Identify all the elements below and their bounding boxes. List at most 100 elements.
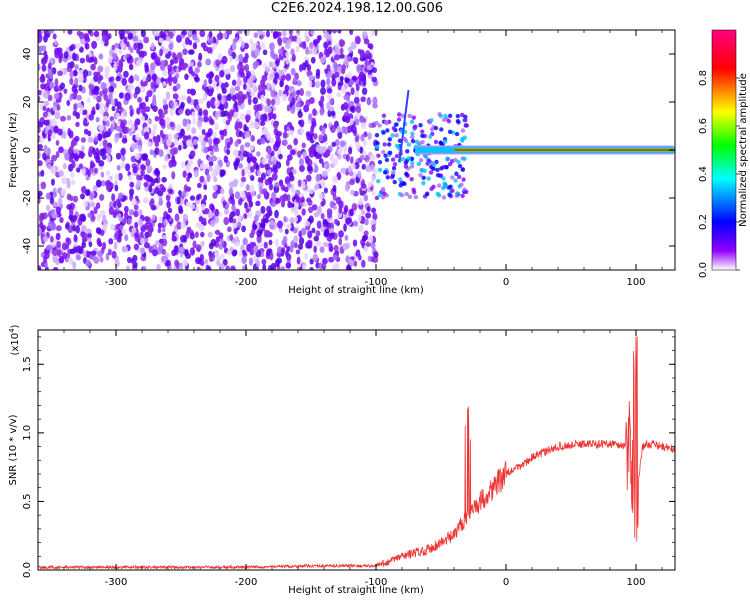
noise-cell bbox=[162, 98, 168, 106]
noise-cell bbox=[134, 232, 139, 239]
noise-cell bbox=[127, 32, 134, 40]
noise-cell bbox=[151, 73, 157, 82]
noise-cell bbox=[43, 91, 49, 99]
noise-cell bbox=[144, 222, 149, 230]
noise-cell bbox=[355, 106, 362, 113]
noise-cell bbox=[208, 138, 213, 146]
noise-cell bbox=[60, 115, 66, 122]
noise-cell bbox=[118, 172, 123, 181]
noise-cell bbox=[305, 46, 309, 55]
noise-cell bbox=[136, 107, 141, 115]
noise-cell bbox=[195, 206, 200, 214]
noise-cell bbox=[216, 33, 223, 41]
noise-cell bbox=[280, 199, 286, 208]
noise-cell bbox=[152, 123, 157, 132]
noise-cell bbox=[140, 164, 146, 170]
noise-cell bbox=[324, 228, 330, 235]
noise-cell bbox=[159, 48, 164, 57]
noise-cell bbox=[262, 264, 267, 270]
noise-cell bbox=[176, 221, 182, 230]
noise-cell bbox=[105, 252, 110, 261]
noise-cell bbox=[111, 250, 117, 259]
noise-cell bbox=[255, 111, 261, 120]
noise-cell bbox=[137, 144, 143, 152]
noise-cell bbox=[121, 228, 127, 235]
transition-cell bbox=[439, 127, 444, 132]
noise-cell bbox=[69, 45, 74, 52]
transition-cell bbox=[374, 133, 380, 138]
noise-cell bbox=[61, 242, 67, 251]
noise-cell bbox=[38, 143, 44, 150]
noise-cell bbox=[310, 30, 315, 36]
noise-cell bbox=[309, 96, 315, 104]
y-tick-label: 40 bbox=[22, 48, 33, 61]
transition-cell bbox=[434, 159, 439, 165]
noise-cell bbox=[293, 235, 299, 244]
noise-cell bbox=[228, 181, 235, 188]
noise-cell bbox=[168, 159, 174, 169]
noise-cell bbox=[269, 137, 275, 144]
noise-cell bbox=[349, 105, 355, 112]
noise-cell bbox=[305, 90, 312, 97]
noise-cell bbox=[80, 137, 86, 143]
noise-cell bbox=[165, 213, 171, 220]
noise-cell bbox=[171, 235, 177, 242]
noise-cell bbox=[214, 74, 220, 82]
noise-cell bbox=[272, 156, 277, 165]
transition-cell bbox=[460, 136, 465, 142]
noise-cell bbox=[161, 227, 166, 233]
transition-cell bbox=[387, 150, 393, 155]
colorbar-gradient bbox=[711, 29, 737, 271]
noise-cell bbox=[214, 99, 220, 108]
noise-cell bbox=[214, 163, 220, 173]
noise-cell bbox=[198, 52, 203, 61]
noise-cell bbox=[199, 253, 204, 262]
noise-cell bbox=[130, 258, 135, 264]
noise-cell bbox=[119, 33, 124, 41]
noise-cell bbox=[295, 30, 301, 37]
noise-cell bbox=[154, 167, 160, 175]
transition-cell bbox=[385, 128, 390, 133]
noise-cell bbox=[209, 118, 214, 124]
noise-cell bbox=[82, 251, 87, 257]
transition-cell bbox=[422, 168, 427, 174]
noise-cell bbox=[301, 180, 306, 190]
transition-cell bbox=[382, 191, 387, 197]
noise-cell bbox=[221, 87, 227, 94]
noise-cell bbox=[307, 199, 313, 206]
noise-cell bbox=[203, 184, 208, 191]
noise-cell bbox=[95, 202, 101, 209]
noise-cell bbox=[260, 218, 266, 225]
noise-cell bbox=[345, 115, 351, 124]
noise-cell bbox=[367, 181, 373, 188]
noise-cell bbox=[349, 30, 354, 36]
noise-cell bbox=[73, 234, 78, 243]
noise-cell bbox=[213, 176, 218, 183]
noise-cell bbox=[214, 122, 219, 131]
noise-cell bbox=[150, 62, 156, 71]
noise-cell bbox=[359, 154, 365, 161]
noise-cell bbox=[97, 133, 102, 141]
noise-cell bbox=[198, 98, 204, 105]
noise-cell bbox=[47, 62, 52, 70]
noise-cell bbox=[307, 230, 313, 239]
noise-cell bbox=[261, 188, 268, 196]
noise-cell bbox=[237, 63, 242, 71]
transition-cell bbox=[447, 113, 453, 119]
noise-cell bbox=[269, 219, 274, 226]
noise-cell bbox=[304, 220, 311, 227]
noise-cell bbox=[79, 57, 86, 64]
noise-cell bbox=[244, 64, 250, 72]
noise-cell bbox=[102, 34, 108, 43]
noise-cell bbox=[296, 89, 301, 96]
noise-cell bbox=[175, 261, 180, 269]
noise-cell bbox=[103, 131, 109, 138]
noise-cell bbox=[70, 171, 75, 178]
noise-cell bbox=[121, 245, 127, 253]
noise-cell bbox=[239, 152, 244, 162]
noise-cell bbox=[144, 215, 149, 222]
noise-cell bbox=[208, 77, 213, 85]
noise-cell bbox=[220, 237, 224, 247]
noise-cell bbox=[285, 57, 290, 65]
noise-cell bbox=[76, 94, 82, 101]
